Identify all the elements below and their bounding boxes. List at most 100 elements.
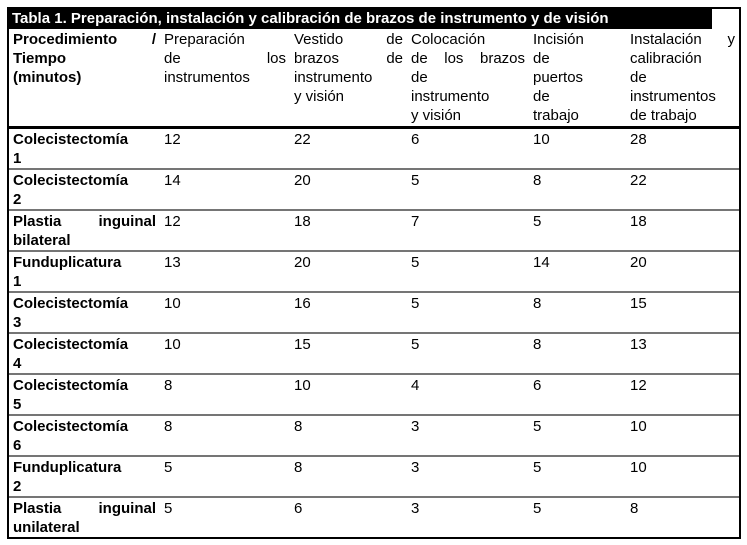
cell-line: Instalación y	[630, 31, 735, 48]
cell-line: Incisión	[533, 31, 584, 48]
procedure-cell: Colecistectomía 6	[9, 415, 160, 456]
cell-line: y visión	[411, 107, 462, 124]
value-cell: 8	[164, 377, 173, 394]
cell-line: Colecistectomía	[13, 336, 129, 353]
cell-line: Colocación	[411, 31, 486, 48]
value-cell: 10	[533, 131, 550, 148]
value-cell: 5	[533, 213, 542, 230]
value-cell: 8	[533, 336, 542, 353]
value-cell: 16	[294, 295, 311, 312]
table-row: Colecistectomía 5 8 10 4 6 12	[9, 374, 739, 415]
value-cell: 18	[630, 213, 647, 230]
table-row: Colecistectomía 6 8 8 3 5 10	[9, 415, 739, 456]
value-cell: 6	[411, 131, 420, 148]
cell-line: Plastia inguinal	[13, 213, 156, 230]
value-cell: 5	[533, 459, 542, 476]
cell-line: instrumento	[294, 69, 373, 86]
cell-line: Colecistectomía	[13, 377, 129, 394]
table-header: Procedimiento / Tiempo (minutos) Preparaci…	[9, 29, 739, 128]
procedure-cell: Plastia inguinal bilateral	[9, 210, 160, 251]
cell-line: 2	[13, 191, 22, 208]
value-cell: 8	[533, 172, 542, 189]
procedure-cell: Colecistectomía 5	[9, 374, 160, 415]
table-row: Colecistectomía 2 14 20 5 8 22	[9, 169, 739, 210]
cell-line: Colecistectomía	[13, 131, 129, 148]
time-header-cell: Preparación de los instrumentos	[160, 29, 290, 128]
cell-line: 4	[13, 355, 22, 372]
value-cell: 10	[294, 377, 311, 394]
procedure-cell: Colecistectomía 3	[9, 292, 160, 333]
table-body: Colecistectomía 1 12 22 6 10 28 Colecistectomía…	[9, 128, 739, 538]
cell-line: brazos de	[294, 50, 403, 67]
value-cell: 22	[630, 172, 647, 189]
cell-line: de	[533, 88, 550, 105]
value-cell: 20	[294, 254, 311, 271]
time-header-cell: Vestido de brazos de instrumento y visión	[290, 29, 407, 128]
procedure-header-cell: Procedimiento / Tiempo (minutos)	[9, 29, 160, 128]
value-cell: 8	[164, 418, 173, 435]
value-cell: 3	[411, 418, 420, 435]
cell-line: de	[411, 69, 428, 86]
cell-line: trabajo	[533, 107, 579, 124]
cell-line: de trabajo	[630, 107, 697, 124]
time-header-cell: Incisión de puertos de trabajo	[529, 29, 626, 128]
cell-line: Vestido de	[294, 31, 403, 48]
cell-line: Colecistectomía	[13, 172, 129, 189]
time-header-cell: Instalación y calibración de instrumentos de…	[626, 29, 739, 128]
cell-line: 2	[13, 478, 22, 495]
table-row: Colecistectomía 4 10 15 5 8 13	[9, 333, 739, 374]
value-cell: 8	[294, 459, 303, 476]
value-cell: 5	[164, 500, 173, 517]
cell-line: de	[630, 69, 647, 86]
value-cell: 12	[164, 213, 181, 230]
table-row: Colecistectomía 3 10 16 5 8 15	[9, 292, 739, 333]
cell-line: calibración	[630, 50, 702, 67]
value-cell: 5	[533, 500, 542, 517]
value-cell: 10	[630, 418, 647, 435]
cell-line: Preparación	[164, 31, 245, 48]
cell-line: Tiempo	[13, 50, 67, 67]
cell-line: 5	[13, 396, 22, 413]
value-cell: 20	[630, 254, 647, 271]
value-cell: 22	[294, 131, 311, 148]
value-cell: 5	[411, 254, 420, 271]
value-cell: 15	[294, 336, 311, 353]
table-row: Funduplicatura 1 13 20 5 14 20	[9, 251, 739, 292]
header-row: Procedimiento / Tiempo (minutos) Preparaci…	[9, 29, 739, 128]
value-cell: 5	[533, 418, 542, 435]
value-cell: 5	[411, 172, 420, 189]
value-cell: 3	[411, 500, 420, 517]
cell-line: 6	[13, 437, 22, 454]
value-cell: 8	[294, 418, 303, 435]
value-cell: 12	[164, 131, 181, 148]
cell-line: 1	[13, 150, 22, 167]
value-cell: 13	[630, 336, 647, 353]
cell-line: instrumentos	[630, 88, 716, 105]
cell-line: instrumentos	[164, 69, 250, 86]
value-cell: 6	[533, 377, 542, 394]
value-cell: 28	[630, 131, 647, 148]
value-cell: 18	[294, 213, 311, 230]
cell-line: (minutos)	[13, 69, 82, 86]
cell-line: unilateral	[13, 519, 80, 536]
value-cell: 3	[411, 459, 420, 476]
cell-line: Funduplicatura	[13, 254, 122, 271]
cell-line: Funduplicatura	[13, 459, 122, 476]
procedure-cell: Colecistectomía 4	[9, 333, 160, 374]
cell-line: Procedimiento /	[13, 31, 156, 48]
value-cell: 8	[630, 500, 639, 517]
value-cell: 12	[630, 377, 647, 394]
value-cell: 10	[164, 295, 181, 312]
procedure-cell: Colecistectomía 1	[9, 128, 160, 170]
value-cell: 7	[411, 213, 420, 230]
value-cell: 14	[164, 172, 181, 189]
cell-line: 3	[13, 314, 22, 331]
cell-line: 1	[13, 273, 22, 290]
value-cell: 6	[294, 500, 303, 517]
value-cell: 20	[294, 172, 311, 189]
cell-line: y visión	[294, 88, 345, 105]
procedures-times-table: Procedimiento / Tiempo (minutos) Preparaci…	[9, 29, 739, 537]
cell-line: de los	[164, 50, 286, 67]
value-cell: 5	[411, 295, 420, 312]
table-row: Plastia inguinal unilateral 5 6 3 5 8	[9, 497, 739, 537]
